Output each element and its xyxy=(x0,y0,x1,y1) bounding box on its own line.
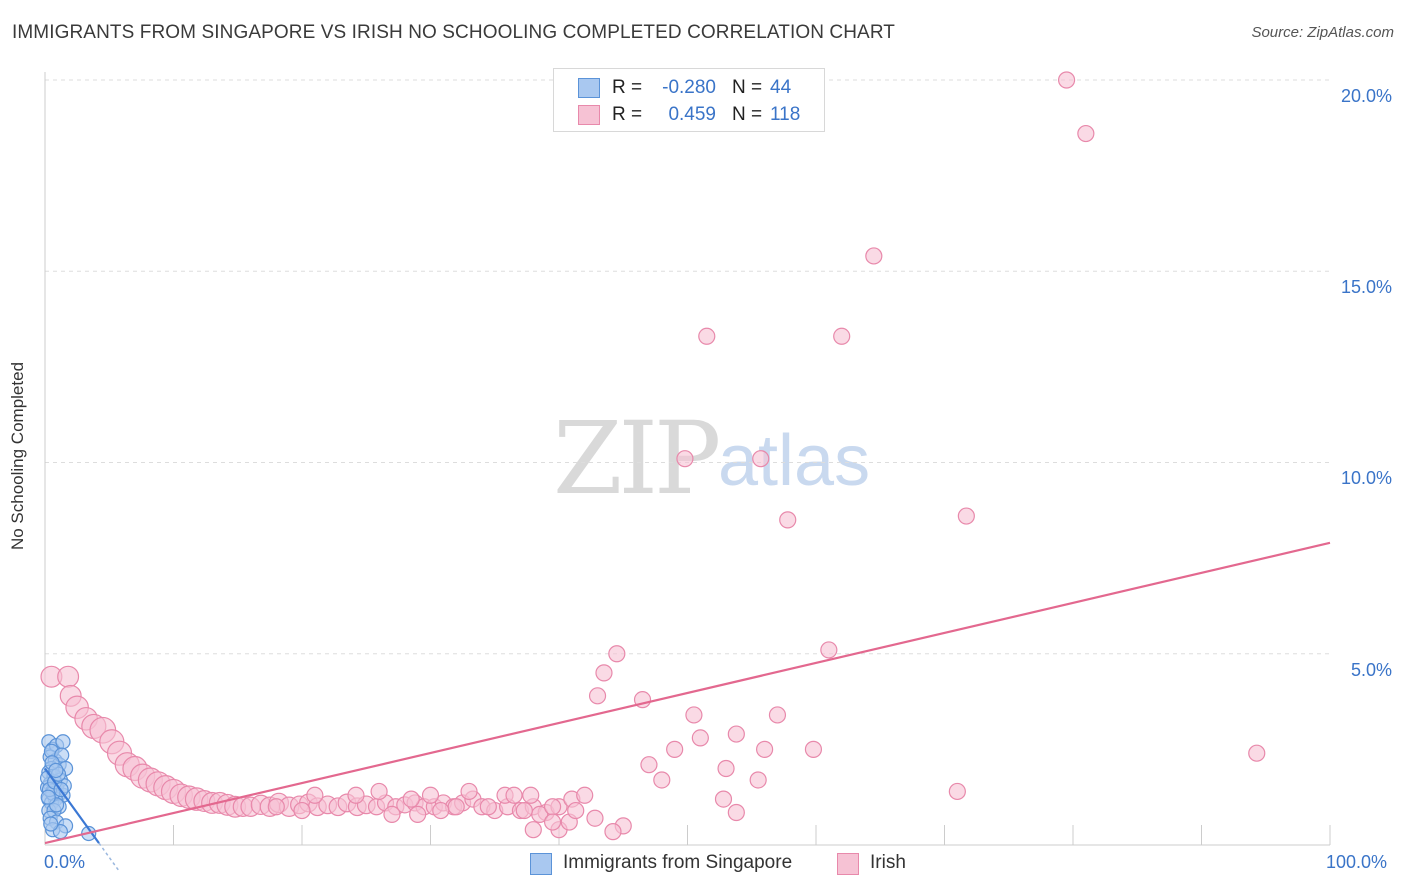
irish-point xyxy=(586,809,604,827)
irish-point xyxy=(505,786,523,804)
irish-point xyxy=(865,247,883,265)
stats-row-singapore: R = -0.280 N = 44 xyxy=(554,75,824,101)
irish-point xyxy=(820,641,838,659)
r-value: -0.280 xyxy=(662,77,716,98)
irish-point xyxy=(432,801,450,820)
trend-lines xyxy=(44,541,1331,871)
irish-point xyxy=(522,786,540,804)
y-tick-5: 5.0% xyxy=(1350,660,1392,680)
irish-point xyxy=(779,511,797,529)
x-tick-100: 100.0% xyxy=(1326,852,1388,872)
irish-point xyxy=(691,729,709,747)
n-label: N = xyxy=(732,104,763,125)
r-label: R = xyxy=(612,77,643,98)
r-label: R = xyxy=(612,104,643,125)
y-tick-20: 20.0% xyxy=(1340,86,1392,106)
irish-point xyxy=(1248,744,1266,762)
irish-point xyxy=(293,801,311,820)
irish-point xyxy=(666,740,684,758)
irish-point xyxy=(347,786,365,804)
source-label: Source: ZipAtlas.com xyxy=(1251,24,1394,41)
irish-point xyxy=(479,798,497,816)
legend-irish-label: Irish xyxy=(870,852,906,873)
irish-point xyxy=(409,805,427,824)
irish-point xyxy=(588,687,607,705)
irish-point xyxy=(1077,124,1095,143)
irish-point xyxy=(447,798,465,816)
irish-point xyxy=(833,327,851,345)
chart-title: IMMIGRANTS FROM SINGAPORE VS IRISH NO SC… xyxy=(12,22,896,43)
singapore-trend-line xyxy=(44,767,100,844)
irish-point xyxy=(804,740,823,758)
singapore-point xyxy=(40,789,56,805)
blue-swatch xyxy=(578,78,600,98)
legend-blue-swatch xyxy=(530,853,552,875)
n-label: N = xyxy=(732,77,763,98)
irish-point xyxy=(604,823,622,841)
axes xyxy=(44,72,1330,846)
irish-point xyxy=(676,450,694,468)
irish-point xyxy=(640,756,658,774)
irish-point xyxy=(515,801,533,820)
irish-point xyxy=(653,771,671,789)
irish-point xyxy=(383,805,401,824)
legend-pink-swatch xyxy=(837,853,859,875)
y-tick-15: 15.0% xyxy=(1340,277,1392,297)
irish-point xyxy=(595,664,613,682)
irish-point xyxy=(57,665,80,688)
irish-point xyxy=(421,786,440,804)
pink-swatch xyxy=(578,105,600,125)
singapore-point xyxy=(48,762,64,779)
irish-point xyxy=(608,645,626,663)
irish-point xyxy=(698,327,716,345)
irish-point xyxy=(567,801,585,820)
irish-point xyxy=(727,803,745,822)
irish-point xyxy=(306,786,324,804)
y-tick-10: 10.0% xyxy=(1340,468,1392,488)
y-axis-label: No Schooling Completed xyxy=(8,361,27,551)
singapore-point xyxy=(43,816,59,832)
irish-trend-line xyxy=(44,541,1331,845)
irish-point xyxy=(543,813,562,831)
irish-point xyxy=(755,740,774,758)
watermark-atlas: atlas xyxy=(718,421,871,501)
irish-point xyxy=(727,725,745,743)
irish-point xyxy=(714,790,733,808)
irish-point xyxy=(576,786,594,804)
irish-point xyxy=(685,706,703,724)
irish-point xyxy=(460,782,478,801)
r-value: 0.459 xyxy=(668,104,716,125)
irish-point xyxy=(957,507,975,525)
irish-point xyxy=(543,798,562,816)
irish-point xyxy=(402,790,420,808)
irish-point xyxy=(752,450,770,468)
irish-point xyxy=(370,782,388,801)
n-value: 118 xyxy=(770,104,801,125)
stats-box: R = -0.280 N = 44 R = 0.459 N = 118 xyxy=(553,68,825,132)
irish-point xyxy=(1057,71,1076,89)
x-tick-0: 0.0% xyxy=(44,852,86,872)
irish-point xyxy=(749,771,767,789)
singapore-trend-extension xyxy=(98,842,119,871)
n-value: 44 xyxy=(770,77,792,98)
singapore-point xyxy=(55,734,71,750)
irish-point xyxy=(948,782,966,801)
legend-singapore: Immigrants from Singapore xyxy=(530,852,830,878)
singapore-points xyxy=(39,734,97,842)
stats-row-irish: R = 0.459 N = 118 xyxy=(554,102,824,128)
irish-points xyxy=(40,71,1266,841)
legend-irish: Irish xyxy=(837,852,937,878)
irish-point xyxy=(768,706,787,724)
irish-point xyxy=(524,821,542,839)
irish-point xyxy=(717,759,735,778)
legend-singapore-label: Immigrants from Singapore xyxy=(563,852,793,873)
irish-point xyxy=(267,798,285,816)
